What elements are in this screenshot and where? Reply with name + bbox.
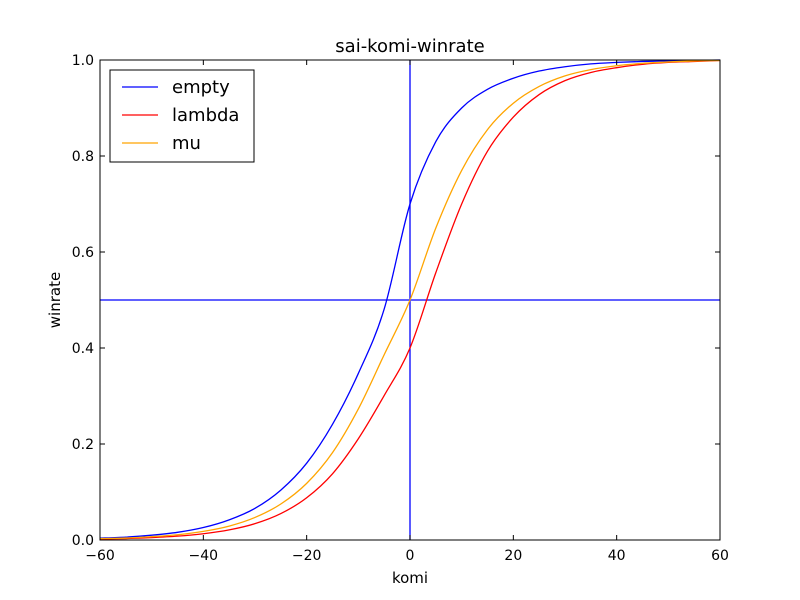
x-tick-label: 0 — [406, 548, 415, 564]
y-tick-label: 0.0 — [72, 533, 94, 549]
x-tick-label: 20 — [504, 548, 522, 564]
x-tick-label: −40 — [189, 548, 219, 564]
y-tick-label: 0.4 — [72, 341, 94, 357]
y-tick-label: 0.6 — [72, 245, 94, 261]
legend: empty lambda mu — [109, 69, 255, 163]
x-axis-label: komi — [392, 569, 428, 587]
chart-title: sai-komi-winrate — [335, 36, 484, 57]
y-axis-label: winrate — [46, 272, 64, 328]
legend-label-empty: empty — [172, 77, 230, 98]
series-line-mu — [99, 59, 721, 540]
y-tick-label: 0.2 — [72, 437, 94, 453]
y-tick-label: 1.0 — [72, 53, 94, 69]
series-line-lambda — [99, 59, 721, 540]
x-tick-label: 40 — [608, 548, 626, 564]
plot-area-frame — [99, 59, 721, 541]
legend-box — [109, 69, 255, 163]
x-tick-label: −20 — [292, 548, 322, 564]
x-tick-label: 60 — [711, 548, 729, 564]
y-tick-label: 0.8 — [72, 149, 94, 165]
x-tick-label: −60 — [85, 548, 115, 564]
legend-label-mu: mu — [172, 133, 201, 154]
legend-label-lambda: lambda — [172, 105, 239, 126]
